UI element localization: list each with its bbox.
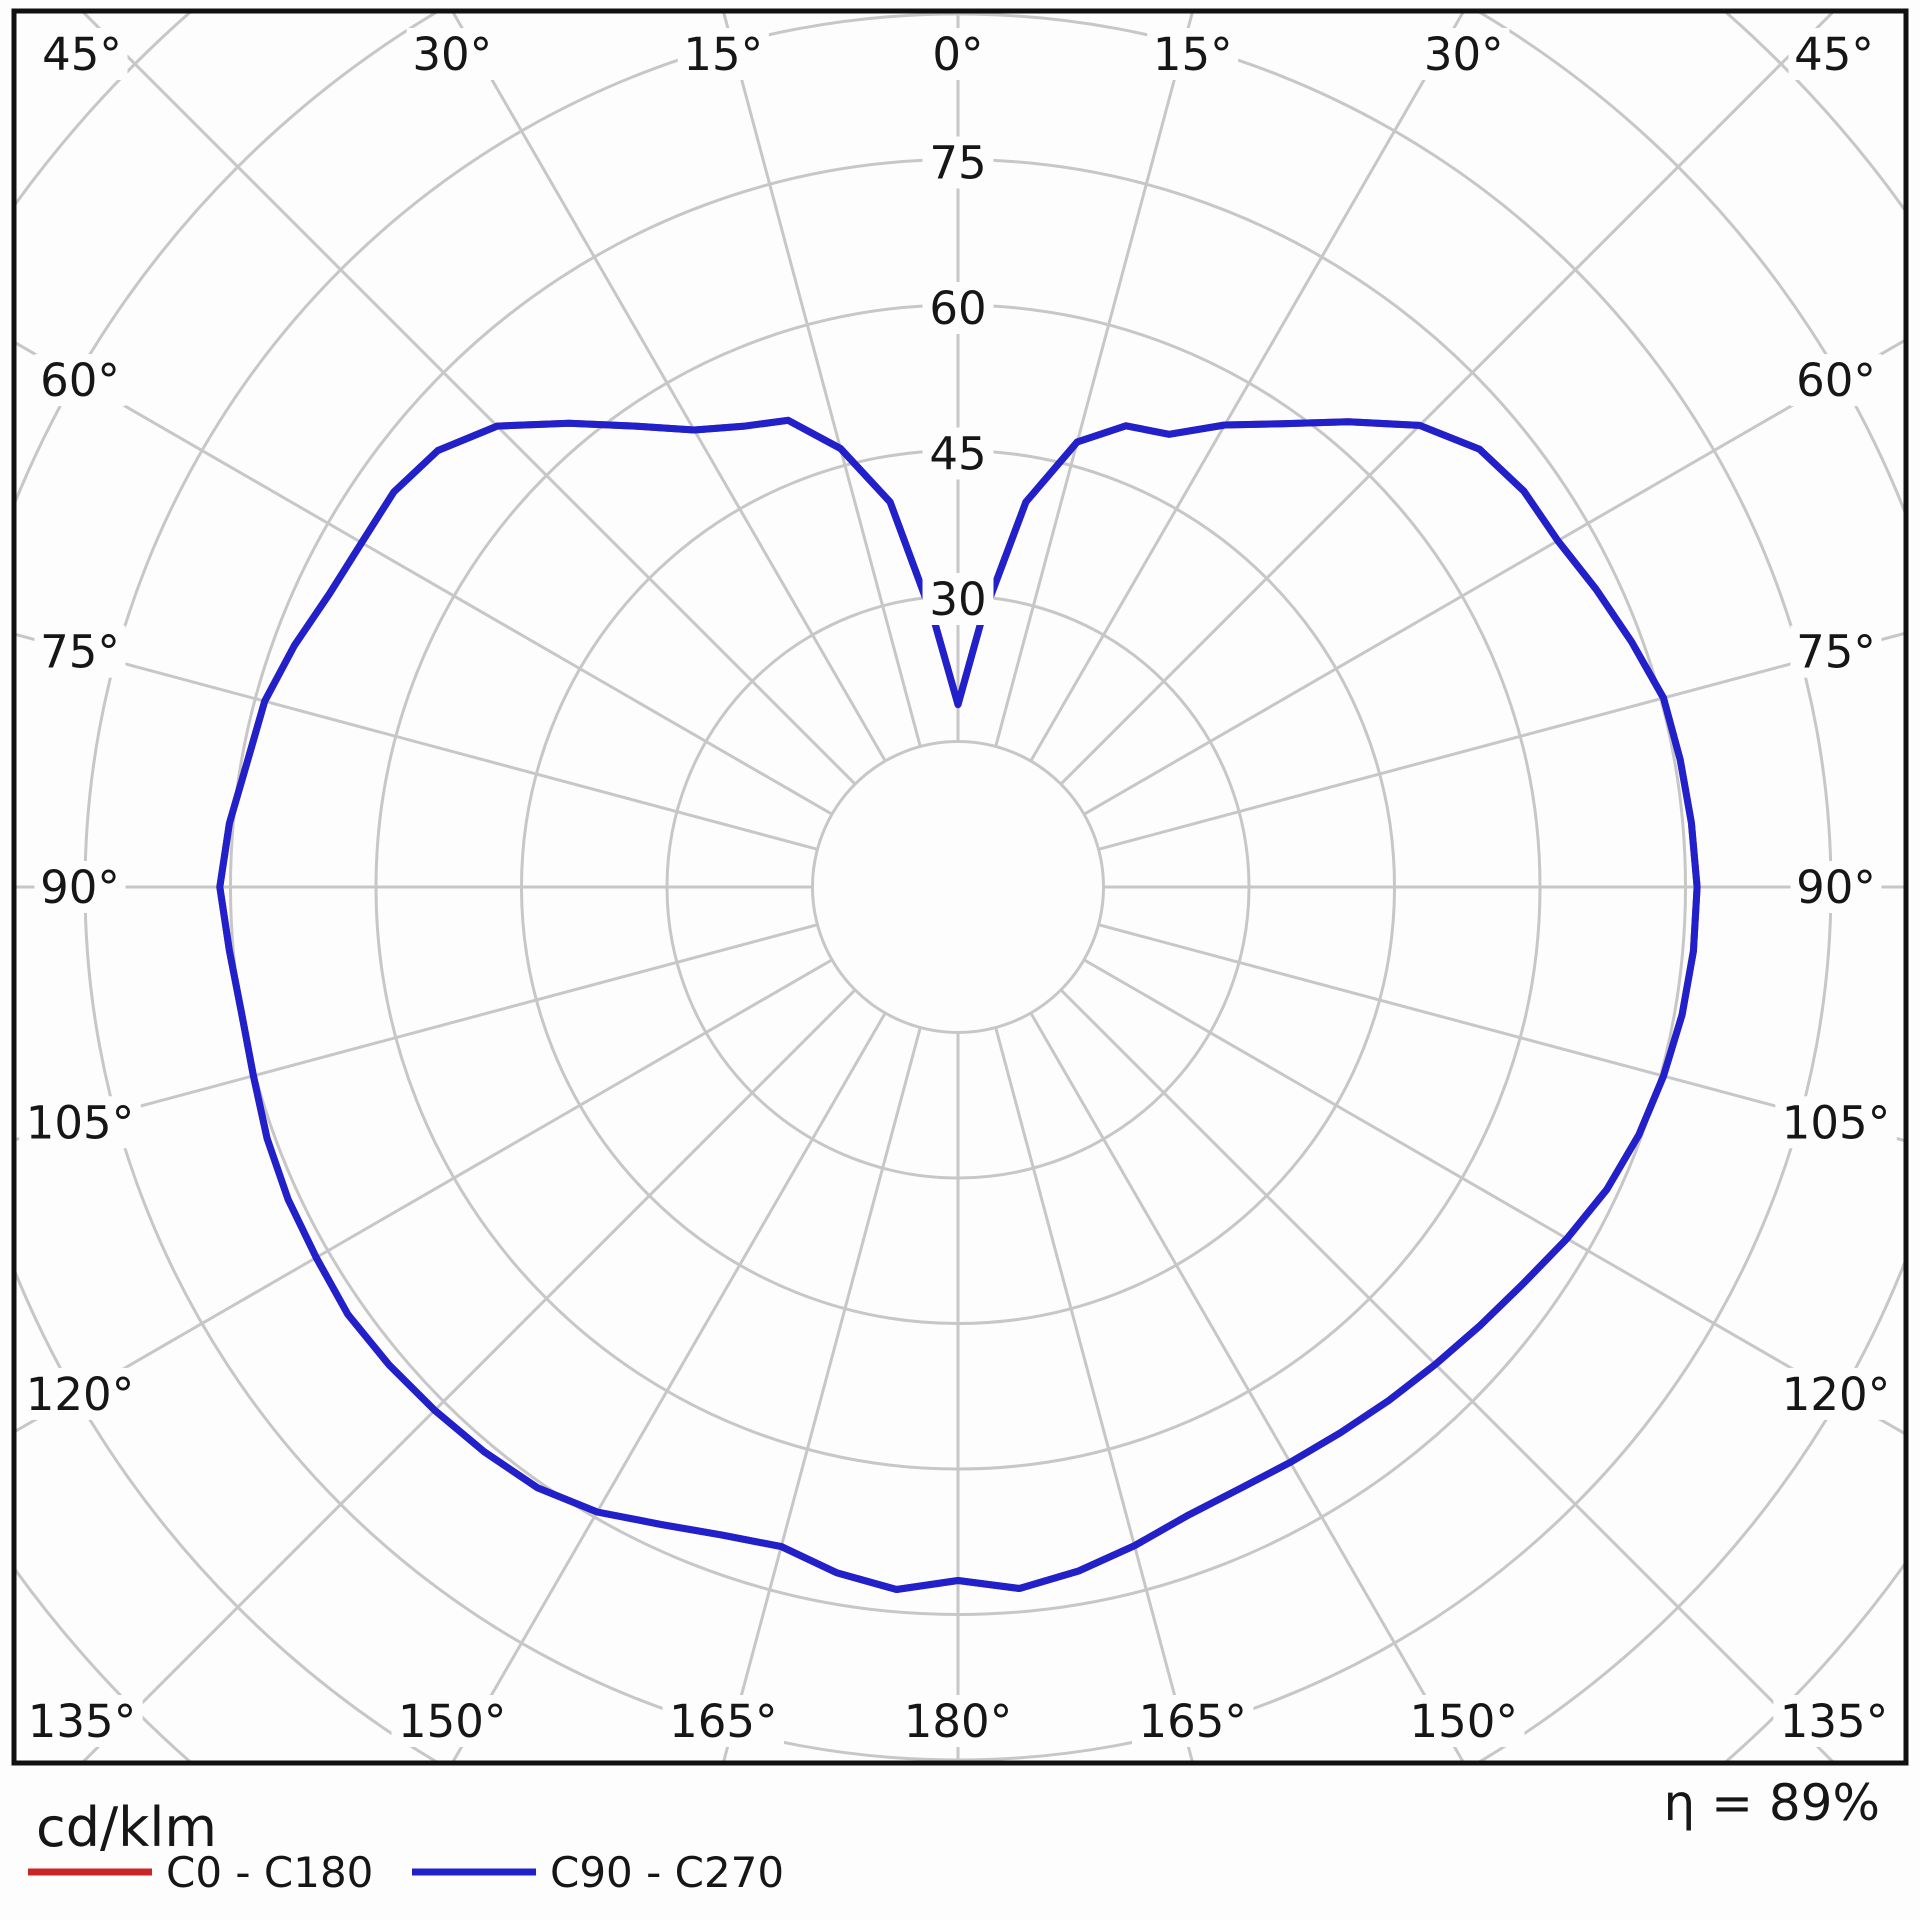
ring-label-45: 45 — [929, 428, 986, 481]
angle-label-15-right-bg — [1147, 28, 1239, 80]
angle-label-90-left-bg — [34, 861, 126, 913]
ring-label-75-bg — [922, 136, 994, 189]
angle-label-45-left-bg — [36, 28, 128, 80]
ring-label-45-bg — [922, 427, 994, 480]
grid-spoke-30 — [1029, 1012, 1465, 1761]
unit-label: cd/klm — [36, 1796, 217, 1859]
angle-label-150-right: 150° — [1410, 1695, 1518, 1748]
angle-label-45-right-bg — [1788, 28, 1880, 80]
angle-label-150-left: 150° — [398, 1695, 506, 1748]
angle-label-75-left: 75° — [40, 626, 120, 679]
angle-label-30-left-bg — [406, 28, 498, 80]
angle-label-15-right: 15° — [1153, 28, 1233, 81]
angle-label-120-left: 120° — [26, 1368, 134, 1421]
angle-label-180-right: 180° — [904, 1695, 1012, 1748]
angle-label-30-right: 30° — [1424, 28, 1504, 81]
angle-label-90-right: 90° — [1796, 861, 1876, 914]
angle-label-105-right-bg — [1775, 1096, 1897, 1149]
angle-label-60-left-bg — [34, 354, 126, 407]
angle-label-120-right-bg — [1775, 1367, 1897, 1420]
grid-spoke-255 — [16, 633, 818, 851]
ring-label-30: 30 — [929, 573, 986, 626]
angle-label-165-left: 165° — [669, 1695, 777, 1748]
angle-label-90-left: 90° — [40, 861, 120, 914]
ring-label-75: 75 — [929, 137, 986, 190]
grid-spoke-165 — [994, 13, 1194, 747]
angle-label-165-left-bg — [662, 1695, 784, 1747]
grid-spoke-330 — [451, 1012, 887, 1761]
grid-spoke-60 — [1083, 958, 1904, 1435]
plot-border — [11, 8, 1909, 1766]
angle-label-75-right-bg — [1790, 625, 1882, 678]
angle-label-45-right: 45° — [1794, 28, 1874, 81]
angle-label-180-right-bg — [897, 1695, 1019, 1747]
efficiency-value: η = 89% — [1663, 1774, 1880, 1832]
angle-label-0-right: 0° — [932, 28, 983, 81]
angle-label-60-right-bg — [1790, 354, 1882, 407]
angle-label-120-left-bg — [19, 1367, 141, 1420]
ring-label-60: 60 — [929, 282, 986, 335]
angle-label-75-right: 75° — [1796, 626, 1876, 679]
grid-spoke-225 — [81, 13, 857, 786]
grid-spoke-315 — [81, 988, 857, 1761]
ring-label-60-bg — [922, 282, 994, 334]
curve-c90-c270 — [216, 416, 1701, 1593]
angle-label-120-right: 120° — [1782, 1368, 1890, 1421]
angle-label-165-right: 165° — [1139, 1695, 1247, 1748]
angle-label-105-right: 105° — [1782, 1096, 1890, 1149]
legend-label-c0-c180: C0 - C180 — [166, 1848, 373, 1897]
angle-label-135-left-bg — [21, 1695, 143, 1747]
grid-spoke-300 — [16, 958, 833, 1433]
angle-label-60-right: 60° — [1796, 354, 1876, 407]
grid-spoke-45 — [1059, 988, 1835, 1761]
grid-ring-15 — [811, 740, 1105, 1034]
intensity-curves — [216, 416, 1701, 1593]
angle-label-30-left: 30° — [412, 28, 492, 81]
angle-label-105-left-bg — [19, 1096, 141, 1149]
angle-label-105-left: 105° — [26, 1096, 134, 1149]
angle-label-30-right-bg — [1418, 28, 1510, 80]
angle-label-15-left: 15° — [683, 28, 763, 81]
grid-spoke-15 — [994, 1027, 1194, 1761]
legend: C0 - C180 C90 - C270 — [28, 1848, 784, 1897]
ring-label-30-bg — [922, 573, 994, 625]
grid-spoke-120 — [1083, 339, 1904, 816]
angle-label-165-right-bg — [1132, 1695, 1254, 1747]
angle-label-90-right-bg — [1790, 861, 1882, 913]
angle-label-45-left: 45° — [42, 28, 122, 81]
grid-spoke-135 — [1059, 13, 1835, 786]
angle-label-15-left-bg — [677, 28, 769, 80]
angle-label-75-left-bg — [34, 625, 126, 678]
angle-label-150-right-bg — [1403, 1695, 1525, 1747]
grid-spoke-210 — [451, 13, 887, 762]
angle-label-135-right: 135° — [1780, 1695, 1888, 1748]
angle-label-0-right-bg — [927, 28, 989, 80]
angle-label-150-left-bg — [391, 1695, 513, 1747]
angle-label-60-left: 60° — [40, 354, 120, 407]
angle-label-135-left: 135° — [28, 1695, 136, 1748]
grid-spoke-195 — [722, 13, 922, 747]
grid-spoke-345 — [722, 1027, 922, 1761]
angle-label-135-right-bg — [1773, 1695, 1895, 1747]
grid-spoke-150 — [1029, 13, 1465, 762]
legend-label-c90-c270: C90 - C270 — [550, 1848, 784, 1897]
grid-spoke-240 — [16, 341, 833, 816]
